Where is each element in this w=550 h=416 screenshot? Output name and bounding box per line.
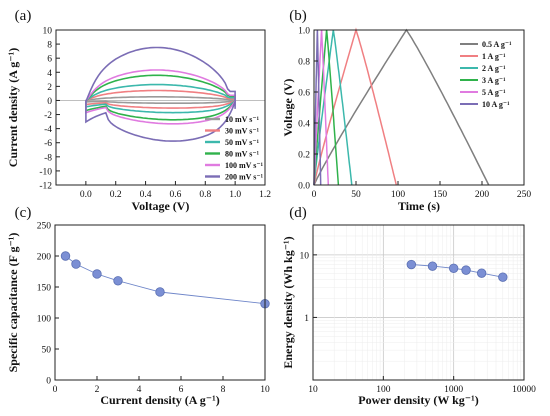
a-ytick-label: 0 [47,97,52,107]
a-ytick-label: -12 [39,182,52,192]
d-frame [312,224,525,381]
d-x-axis-label: Power density (W kg⁻¹) [358,393,479,407]
a-panel-label: (a) [15,8,32,24]
a-ytick-label: 10 [43,27,53,37]
c-xtick-label: 2 [95,385,100,395]
a-ytick-label: -10 [39,167,52,177]
a-xtick-label: 1.2 [259,190,271,200]
a-series-0-line [85,96,236,104]
b-legend-label: 1 A g⁻¹ [482,52,506,61]
c-ytick-label: 50 [42,346,52,356]
c-ytick-label: 0 [46,377,51,387]
a-legend-label: 50 mV s⁻¹ [225,138,260,147]
a-legend-label: 100 mV s⁻¹ [225,161,264,170]
c-panel-label: (c) [15,205,32,221]
b-ytick-label: 0.0 [298,182,310,192]
b-ytick-label: 0.8 [298,58,310,68]
c-series-line [65,255,266,305]
d-ytick-label: 10 [300,251,310,261]
d-data-point [427,261,438,271]
a-ytick-label: -8 [44,153,52,163]
c-data-point [92,269,102,279]
b-legend-label: 10 A g⁻¹ [482,100,510,109]
c-data-point [113,276,123,286]
c-ytick-label: 100 [37,315,52,325]
a-xtick-label: 0.6 [169,190,181,200]
d-y-axis-label: Energy density (Wh kg⁻¹) [281,236,295,368]
b-xtick-label: 150 [433,190,448,200]
d-xtick-label: 100 [376,385,391,395]
c-xtick-label: 10 [260,385,270,395]
a-series-5-line [85,46,236,142]
c-frame [54,224,266,381]
d-data-point [476,268,487,278]
d-xtick-label: 1000 [444,385,463,395]
c-x-axis-label: Current density (A g⁻¹) [100,393,219,407]
c-xtick-label: 4 [137,385,142,395]
a-frame [55,29,266,186]
b-series-0-line [313,28,490,186]
a-legend-label: 80 mV s⁻¹ [225,150,260,159]
a-y-axis-label: Current density (A g⁻¹) [6,48,20,167]
b-xtick-label: 0 [312,190,317,200]
a-ytick-label: -4 [44,125,52,135]
b-xtick-label: 200 [475,190,490,200]
b-y-axis-label: Voltage (V) [281,79,295,137]
a-xtick-label: 0.0 [80,190,92,200]
a-legend-label: 10 mV s⁻¹ [225,115,260,124]
a-ytick-label: -6 [44,139,52,149]
b-panel-label: (b) [289,8,307,24]
d-panel-label: (d) [289,205,307,221]
a-ytick-label: 4 [47,69,52,79]
a-ytick-label: 8 [47,41,52,51]
b-frame [313,29,525,186]
d-data-point [461,265,471,275]
b-legend-label: 2 A g⁻¹ [482,64,506,73]
b-ytick-label: 0.4 [298,120,310,130]
d-data-point [406,259,417,270]
a-ytick-label: -2 [44,111,52,121]
d-ytick-label: 1 [304,314,309,324]
a-legend-label: 30 mV s⁻¹ [225,127,260,136]
b-ytick-label: 1.0 [298,27,310,37]
b-legend-label: 3 A g⁻¹ [482,76,506,85]
c-ytick-label: 150 [37,284,52,294]
c-data-point [155,287,165,297]
a-xtick-label: 0.4 [140,190,152,200]
b-legend-label: 0.5 A g⁻¹ [482,40,512,49]
a-xtick-label: 0.2 [110,190,122,200]
b-legend-label: 5 A g⁻¹ [482,88,506,97]
a-legend-label: 200 mV s⁻¹ [225,173,264,182]
c-y-axis-label: Specific capacitance (F g⁻¹) [6,233,20,373]
d-data-point [498,272,508,282]
d-xtick-label: 10 [308,385,318,395]
c-ytick-label: 200 [37,253,52,263]
b-xtick-label: 250 [517,190,532,200]
a-ytick-label: 2 [47,83,52,93]
c-data-point [71,259,81,269]
c-xtick-label: 6 [179,385,184,395]
c-data-point [60,251,71,261]
a-xtick-label: 0.8 [199,190,211,200]
d-data-point [448,263,459,273]
b-xtick-label: 50 [351,190,361,200]
c-ytick-label: 250 [37,222,52,232]
b-xtick-label: 100 [391,190,406,200]
b-ytick-label: 0.6 [298,89,310,99]
c-xtick-label: 0 [53,385,58,395]
a-ytick-label: 6 [47,55,52,65]
c-xtick-label: 8 [221,385,226,395]
a-xtick-label: 1.0 [229,190,241,200]
d-xtick-label: 10000 [512,385,536,395]
b-ytick-label: 0.2 [298,151,310,161]
a-x-axis-label: Voltage (V) [132,199,190,213]
b-x-axis-label: Time (s) [398,199,440,213]
